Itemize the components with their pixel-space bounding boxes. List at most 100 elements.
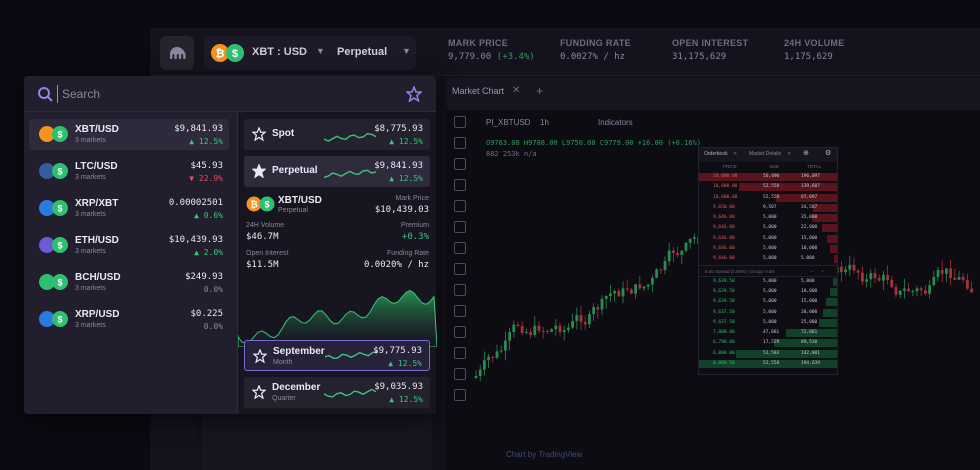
kraken-logo[interactable]	[160, 36, 194, 70]
orderbook-row[interactable]: 9,650.00 9,507 34,507	[699, 203, 837, 213]
chart-interval[interactable]: 1h	[540, 118, 549, 127]
volume-value: $46.7M	[246, 232, 279, 242]
indicators-button[interactable]: Indicators	[598, 118, 633, 127]
close-icon[interactable]: ✕	[787, 151, 792, 157]
brush-tool-icon[interactable]	[454, 179, 466, 191]
search-input[interactable]	[62, 85, 392, 103]
pattern-tool-icon[interactable]	[454, 221, 466, 233]
contract-row[interactable]: December Quarter $9,035.93 ▲ 12.5%	[244, 377, 430, 408]
orderbook-row[interactable]: 10,000.00 56,490 196,097	[699, 172, 837, 182]
minus-icon[interactable]: −	[811, 268, 814, 274]
add-widget-icon[interactable]: ⊕	[803, 150, 809, 157]
gear-icon[interactable]: ⚙	[825, 150, 832, 157]
lock-icon[interactable]	[454, 347, 466, 359]
orderbook-row[interactable]: 9,639.50 5,000 10,000	[699, 287, 837, 297]
favorites-star-icon[interactable]	[406, 86, 422, 102]
candle-body	[848, 264, 852, 270]
asset-row[interactable]: $ XRP/XBT 3 markets 0.00002501 ▲ 0.6%	[29, 193, 229, 224]
pair-selector[interactable]: ₿ $ XBT : USD ▼ Perpetual ▼	[204, 36, 416, 70]
asset-price: 0.00002501	[168, 198, 223, 208]
chart-panel: Market Chart ✕ + PI_XBTUSD 1h Indicators…	[446, 78, 980, 470]
fib-tool-icon[interactable]	[454, 158, 466, 170]
orderbook-row[interactable]: 6,088.00 52,583 142,081	[699, 349, 837, 359]
funding-rate-label: Funding Rate	[386, 250, 429, 257]
eye-icon[interactable]	[454, 368, 466, 380]
tab-market-chart[interactable]: Market Chart	[452, 86, 505, 96]
candle-body	[865, 279, 868, 282]
market-selector: $ XBT/USD 3 markets $9,841.93 ▲ 12.5% $ LTC/US…	[24, 76, 437, 414]
pair-label: XBT : USD	[252, 46, 307, 58]
ob-total: 194,639	[801, 361, 820, 367]
depth-bar	[773, 339, 837, 348]
candle-body	[936, 270, 940, 277]
tab-market-details[interactable]: Market Details	[749, 151, 781, 157]
orderbook-row[interactable]: 9,639.50 5,000 15,000	[699, 297, 837, 307]
close-icon[interactable]: ✕	[512, 85, 521, 96]
orderbook-row[interactable]: 9,639.50 5,000 5,000	[699, 277, 837, 287]
chart-symbol[interactable]: PI_XBTUSD	[486, 118, 531, 127]
ob-price: 10,000.00	[713, 194, 738, 200]
orderbook-row[interactable]: 10,000.00 52,558 139,607	[699, 182, 837, 192]
zoom-icon[interactable]	[454, 305, 466, 317]
coin-pair-icon: $	[39, 237, 68, 253]
candle-body	[924, 290, 927, 294]
orderbook-row[interactable]: 9,646.00 5,000 35,000	[699, 213, 837, 223]
crosshair-tool-icon[interactable]	[454, 116, 466, 128]
orderbook-row[interactable]: 9,646.00 5,000 10,000	[699, 244, 837, 254]
stat-24h-volume: 24H VOLUME 1,175,629	[784, 38, 845, 62]
ohlc-readout: O9763.00 H9788.00 L9750.00 C9779.00 +16.…	[486, 139, 701, 147]
contract-name: December	[272, 382, 321, 393]
orderbook-row[interactable]: 9,646.00 5,000 5,000	[699, 254, 837, 264]
orderbook-row[interactable]: 7,088.00 47,081 72,081	[699, 328, 837, 338]
orderbook-row[interactable]: 6,008.50 52,558 194,639	[699, 359, 837, 369]
depth-bar	[775, 193, 837, 202]
asset-row[interactable]: $ XRP/USD 3 markets $0.225 0.0%	[29, 304, 229, 335]
text-tool-icon[interactable]	[454, 200, 466, 212]
star-filled-icon[interactable]	[252, 164, 266, 178]
contract-label[interactable]: Perpetual	[337, 46, 388, 58]
tab-orderbook[interactable]: Orderbook	[704, 151, 728, 157]
candle-body	[877, 278, 881, 281]
add-tab-icon[interactable]: +	[536, 84, 544, 98]
asset-price: $0.225	[190, 309, 223, 319]
star-icon[interactable]	[252, 385, 266, 399]
asset-price: $10,439.93	[168, 235, 223, 245]
back-arrow-icon[interactable]	[454, 263, 466, 275]
orderbook-row[interactable]: 10,000.00 52,558 87,097	[699, 193, 837, 203]
asset-row[interactable]: $ XBT/USD 3 markets $9,841.93 ▲ 12.5%	[29, 119, 229, 150]
candle-body	[613, 291, 616, 294]
star-icon[interactable]	[252, 127, 266, 141]
orderbook-row[interactable]: 9,637.50 5,000 25,000	[699, 318, 837, 328]
asset-row[interactable]: $ ETH/USD 3 markets $10,439.93 ▲ 2.0%	[29, 230, 229, 261]
star-icon[interactable]	[253, 349, 267, 363]
plus-icon[interactable]: +	[821, 268, 824, 274]
stat-mark-price: MARK PRICE 9,779.00 (+3.4%)	[448, 38, 535, 62]
magnet-icon[interactable]	[454, 326, 466, 338]
ob-size: 5,000	[763, 256, 777, 262]
candle-body	[890, 279, 894, 288]
asset-row[interactable]: $ LTC/USD 3 markets $45.93 ▼ 22.9%	[29, 156, 229, 187]
spread-text: 5.00 Spread (0.05%) | Group: 0.50	[705, 268, 774, 274]
contract-row[interactable]: September Month $9,775.93 ▲ 12.5%	[244, 340, 430, 371]
orderbook-row[interactable]: 9,637.50 5,000 20,000	[699, 308, 837, 318]
orderbook-row[interactable]: 9,646.00 5,000 22,000	[699, 223, 837, 233]
asset-row[interactable]: $ BCH/USD 3 markets $249.93 0.0%	[29, 267, 229, 298]
candle-body	[957, 276, 961, 280]
contract-row[interactable]: Perpetual $9,841.93 ▲ 12.5%	[244, 156, 430, 187]
candle-body	[600, 298, 604, 310]
orderbook-row[interactable]: 6,798.00 17,529 89,538	[699, 338, 837, 348]
forecast-tool-icon[interactable]	[454, 242, 466, 254]
depth-bar	[738, 183, 837, 192]
candle-body	[642, 286, 646, 289]
trendline-tool-icon[interactable]	[454, 137, 466, 149]
trash-icon[interactable]	[454, 389, 466, 401]
orderbook-row[interactable]: 9,646.00 5,000 15,000	[699, 234, 837, 244]
candle-body	[861, 272, 864, 282]
ruler-icon[interactable]	[454, 284, 466, 296]
asset-change: 0.0%	[204, 322, 223, 331]
close-icon[interactable]: ✕	[733, 151, 738, 157]
ob-total: 22,000	[801, 225, 818, 231]
contract-row[interactable]: Spot $8,775.93 ▲ 12.5%	[244, 119, 430, 150]
ob-size: 5,000	[763, 235, 777, 241]
candle-body	[541, 330, 545, 332]
